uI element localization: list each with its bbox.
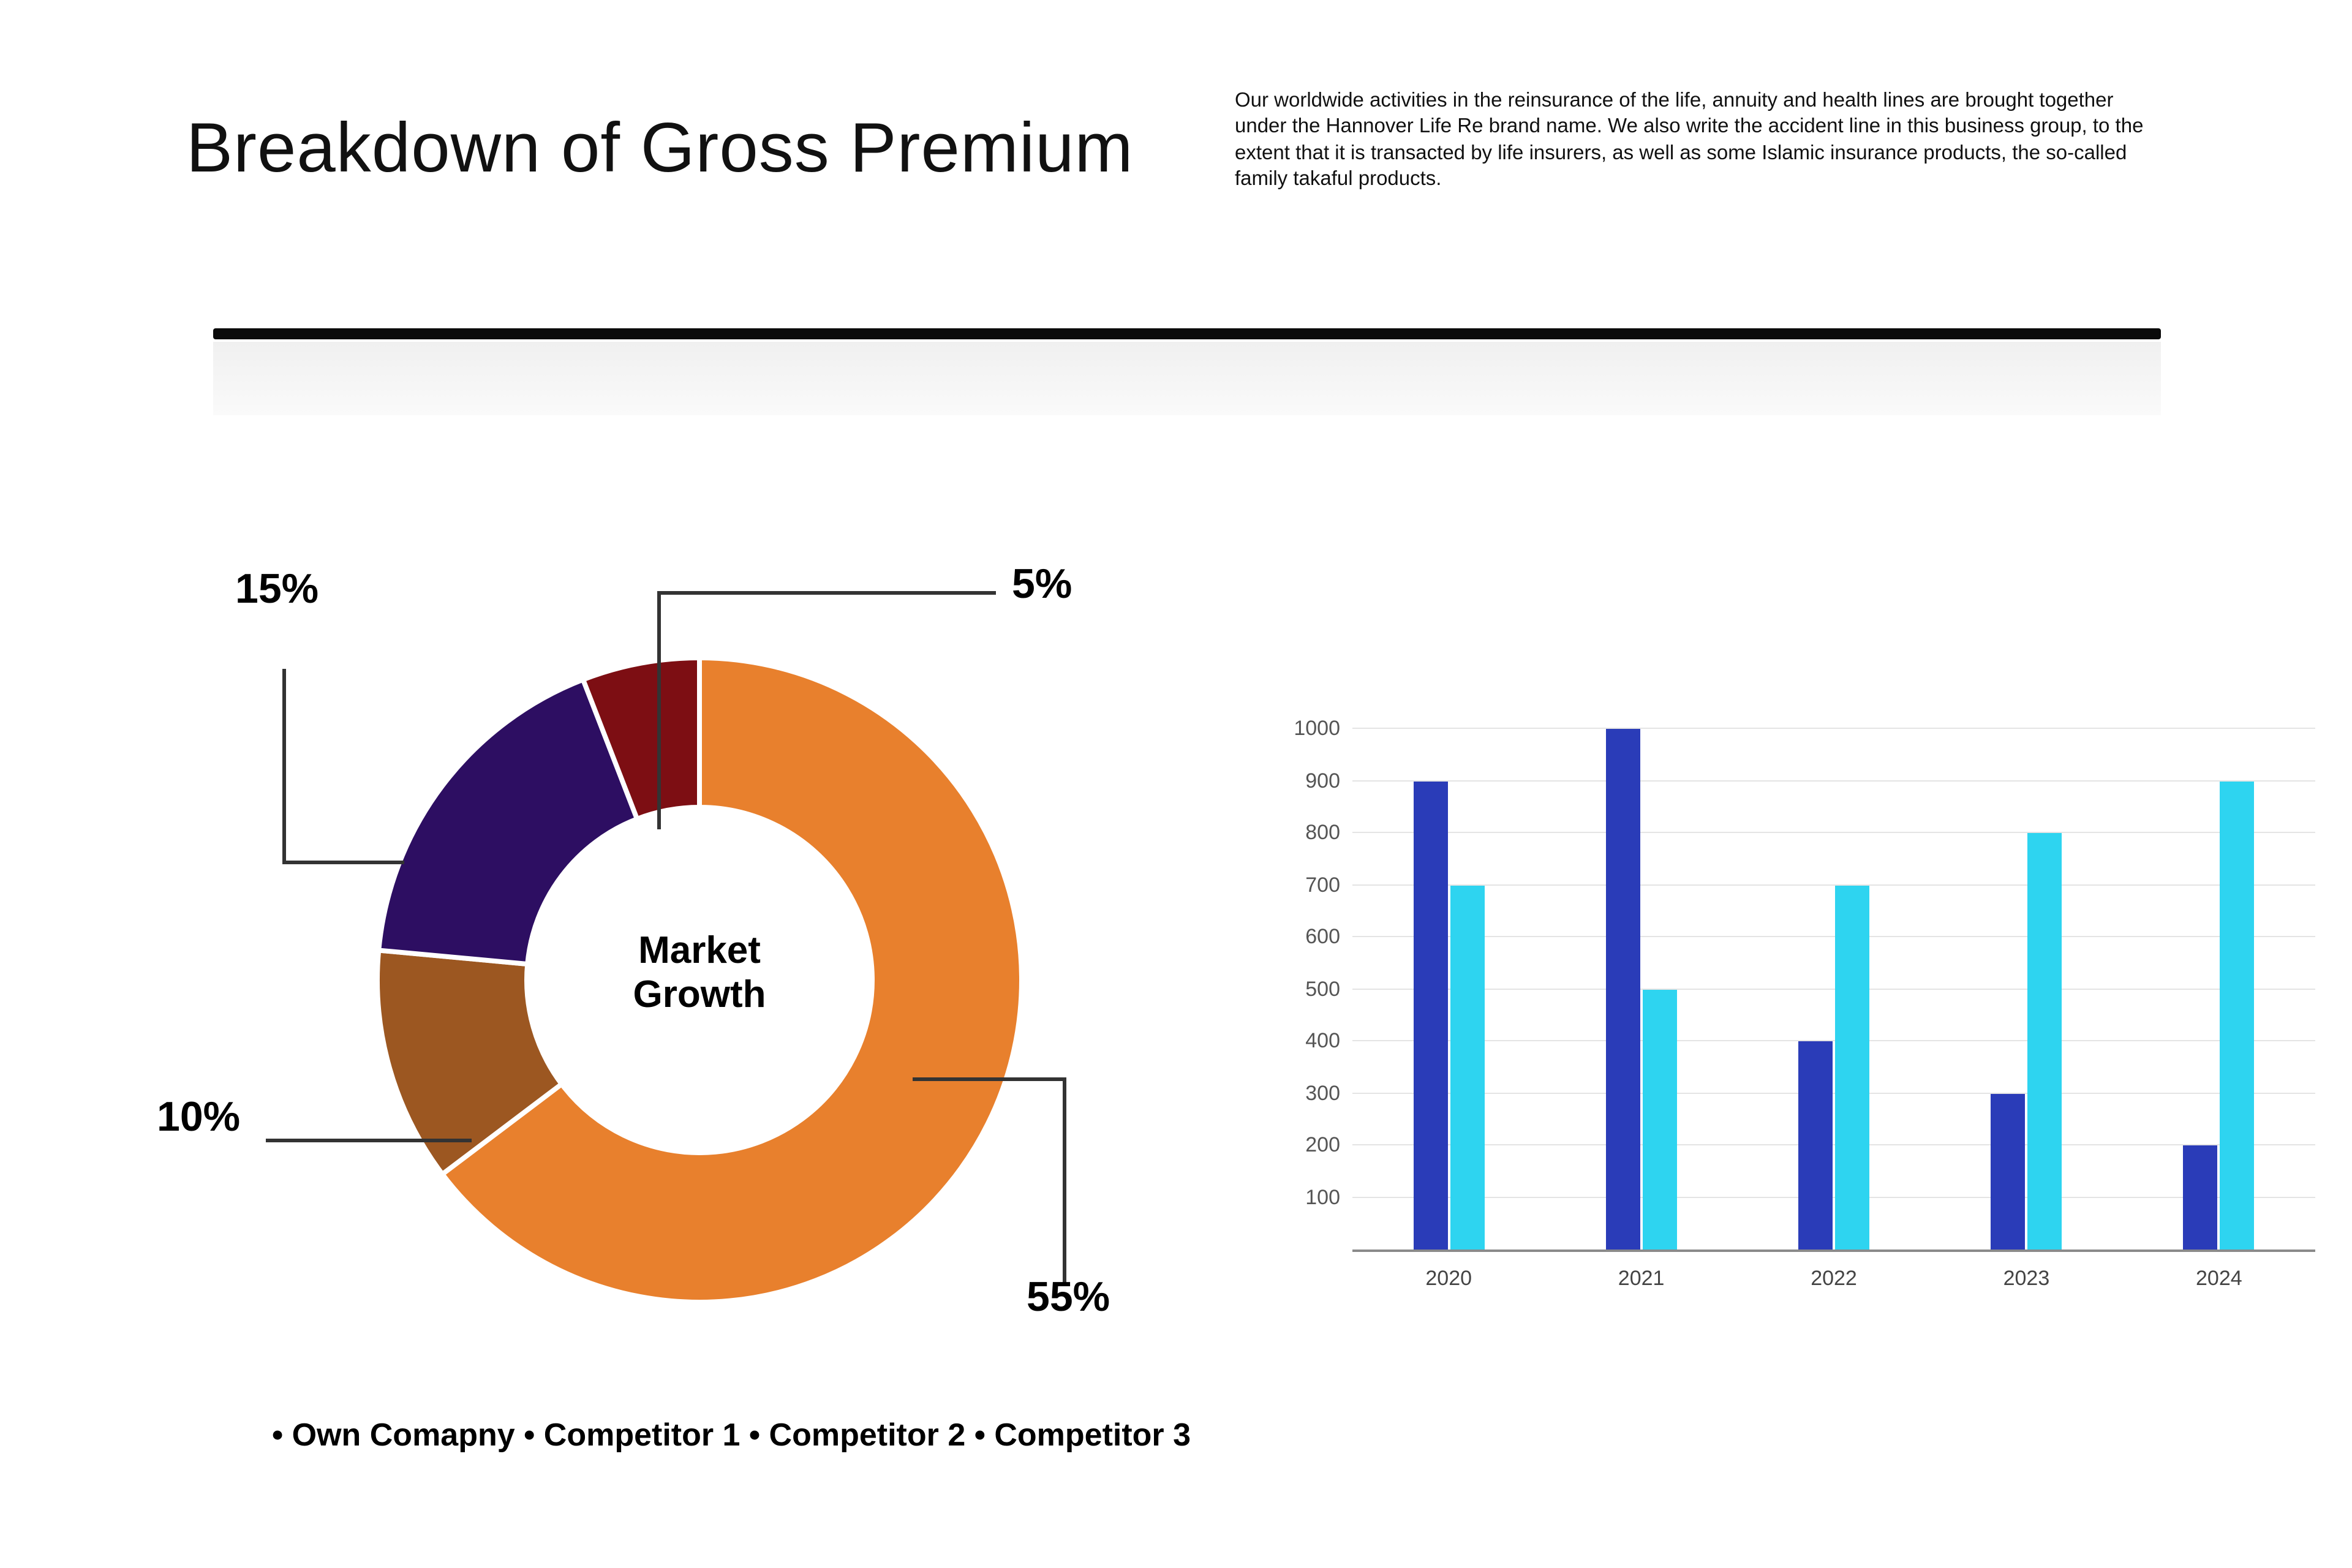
donut-legend: • Own Comapny • Competitor 1 • Competito… <box>272 1416 1191 1453</box>
donut-slice-competitor-1 <box>375 948 565 1178</box>
y-axis-tick-label: 600 <box>1305 925 1340 948</box>
bar-chart-y-axis: 100 200 300 400 500 600 700 800 900 1000 <box>1274 686 1352 1252</box>
y-axis-tick-label: 800 <box>1305 821 1340 844</box>
bar-group-2023 <box>1930 686 2122 1250</box>
callout-label-competitor-3: 5% <box>1012 561 1072 608</box>
x-axis-label-2020: 2020 <box>1425 1267 1472 1290</box>
y-axis-tick-label: 400 <box>1305 1029 1340 1052</box>
x-axis-label-2023: 2023 <box>2003 1267 2050 1290</box>
bar-series-2-2023 <box>2027 833 2062 1250</box>
bar-series-1-2021 <box>1605 729 1640 1250</box>
bar-group-2021 <box>1545 686 1737 1250</box>
bar-series-1-2020 <box>1413 781 1448 1250</box>
divider-shadow <box>213 342 2161 415</box>
bar-chart-row: 100 200 300 400 500 600 700 800 900 1000 <box>1274 686 2315 1252</box>
y-axis-tick-label: 500 <box>1305 977 1340 1000</box>
bar-series-1-2022 <box>1798 1041 1833 1250</box>
donut-slice-competitor-2 <box>375 676 641 967</box>
gridline-700 <box>1352 884 2315 885</box>
y-axis-tick-label: 900 <box>1305 769 1340 792</box>
gridline-200 <box>1352 1144 2315 1145</box>
y-axis-tick-label: 100 <box>1305 1185 1340 1208</box>
y-axis-tick-label: 300 <box>1305 1081 1340 1104</box>
gridline-400 <box>1352 1040 2315 1041</box>
page-title: Breakdown of Gross Premium <box>186 109 1134 187</box>
y-axis-tick-label: 700 <box>1305 873 1340 896</box>
bar-group-2024 <box>2123 686 2315 1250</box>
bar-series-1-2023 <box>1991 1093 2026 1250</box>
divider-line <box>213 328 2161 339</box>
bar-chart: 100 200 300 400 500 600 700 800 900 1000 2020 2021… <box>1274 686 2315 1291</box>
x-axis-label-2021: 2021 <box>1618 1267 1665 1290</box>
y-axis-tick-label: 1000 <box>1294 717 1340 740</box>
gridline-800 <box>1352 832 2315 833</box>
bar-groups <box>1352 686 2315 1250</box>
bar-series-1-2024 <box>2183 1145 2218 1250</box>
x-axis-label-2024: 2024 <box>2196 1267 2242 1290</box>
callout-label-competitor-1: 10% <box>157 1094 241 1140</box>
description-text: Our worldwide activities in the reinsura… <box>1235 89 2144 190</box>
gridline-900 <box>1352 780 2315 781</box>
bar-series-2-2021 <box>1642 989 1677 1250</box>
bar-group-2022 <box>1738 686 1930 1250</box>
gridline-500 <box>1352 988 2315 989</box>
bar-group-2020 <box>1352 686 1545 1250</box>
bar-series-2-2022 <box>1835 885 1869 1250</box>
bar-series-2-2020 <box>1450 885 1485 1250</box>
x-axis-label-2022: 2022 <box>1811 1267 1857 1290</box>
callout-label-competitor-2: 15% <box>235 566 319 612</box>
gridline-600 <box>1352 936 2315 937</box>
gridline-100 <box>1352 1196 2315 1197</box>
callout-label-own-company: 55% <box>1027 1274 1110 1321</box>
bar-series-2-2024 <box>2220 781 2255 1250</box>
donut-center-label: Market Growth <box>633 929 766 1016</box>
gridline-300 <box>1352 1092 2315 1093</box>
y-axis-tick-label: 200 <box>1305 1133 1340 1156</box>
bar-chart-x-axis: 2020 2021 2022 2023 2024 <box>1352 1267 2315 1291</box>
gridline-1000 <box>1352 728 2315 729</box>
bar-chart-plot-area <box>1352 686 2315 1252</box>
